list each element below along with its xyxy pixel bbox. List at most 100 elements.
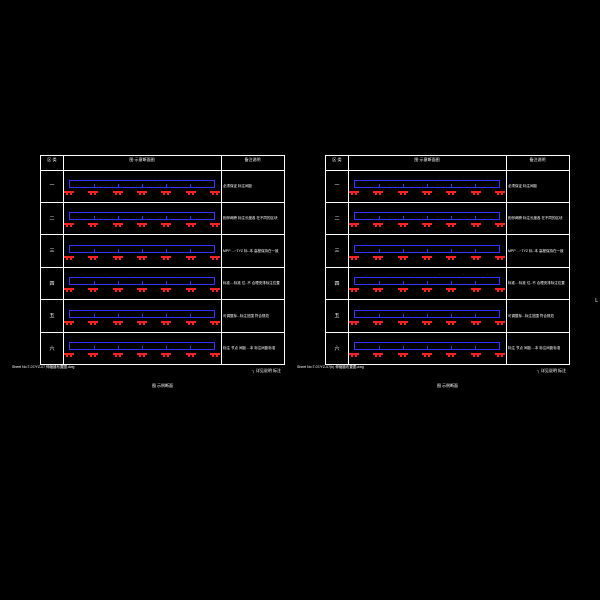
side-label-right: Sheet No:T-07/YZ-07(b) 伸缩缝布置图.dwg [297, 365, 364, 370]
dim-mark: · [390, 272, 391, 276]
bridge-pier [161, 191, 171, 195]
bridge-pier [161, 223, 171, 227]
span-divider [142, 346, 143, 349]
row-desc: 必须保证 标注间距 [221, 170, 284, 202]
bridge-pier [471, 223, 481, 227]
bridge-diagram [69, 339, 215, 357]
bridge-pier [137, 191, 147, 195]
table-row: 四······标准....标准 位..不 合理安排标注位置 [41, 268, 284, 301]
dim-mark: · [129, 272, 130, 276]
row-diagram: ······ [348, 170, 506, 202]
header-c2: 图·示意断面图 [348, 157, 506, 162]
bridge-pier [422, 223, 432, 227]
bridge-diagram [69, 242, 215, 260]
dim-mark: · [439, 175, 440, 179]
span-divider [475, 184, 476, 187]
bridge-diagram: ······ [354, 177, 500, 195]
span-divider [379, 249, 380, 252]
bridge-pier [186, 353, 196, 357]
span-divider [190, 184, 191, 187]
span-divider [427, 216, 428, 219]
dim-mark: · [81, 272, 82, 276]
span-divider [94, 314, 95, 317]
table-frame-right: 区·类 图·示意断面图 备注说明 一······必须保证 标注间距二相邻两跨 标… [325, 155, 570, 365]
span-divider [403, 314, 404, 317]
bridge-pier [471, 353, 481, 357]
row-diagram [63, 300, 221, 332]
table-row: 六标注 节点 间距....本 标注间距标准 [41, 333, 284, 365]
span-divider [451, 216, 452, 219]
bridge-deck [69, 342, 215, 350]
header-c2: 图·示意断面图 [63, 157, 221, 162]
row-desc: 必须保证 标注间距 [506, 170, 569, 202]
bridge-pier [64, 191, 74, 195]
span-divider [475, 216, 476, 219]
row-diagram [63, 235, 221, 267]
bridge-pier [137, 256, 147, 260]
dim-mark: · [105, 272, 106, 276]
bridge-pier [137, 321, 147, 325]
table-row: 五可调整标...标注范围 符合规范 [41, 300, 284, 333]
span-divider [94, 249, 95, 252]
bridge-pier [88, 256, 98, 260]
span-divider [427, 249, 428, 252]
span-divider [451, 249, 452, 252]
bridge-pier [186, 191, 196, 195]
bridge-pier [210, 256, 220, 260]
bridge-pier [161, 288, 171, 292]
bridge-pier [137, 288, 147, 292]
page-edge-mark: L [595, 298, 598, 304]
dim-mark: · [463, 175, 464, 179]
span-divider [142, 184, 143, 187]
bridge-pier [373, 223, 383, 227]
dim-mark: · [463, 272, 464, 276]
bridge-pier [113, 191, 123, 195]
table-header: 区·类 图·示意断面图 备注说明 [326, 156, 569, 171]
bridge-diagram [69, 307, 215, 325]
bridge-diagram [69, 209, 215, 227]
span-divider [403, 249, 404, 252]
bridge-pier [373, 191, 383, 195]
span-divider [190, 281, 191, 284]
row-desc: 标准....标准 位..不 合理安排标注位置 [221, 268, 284, 300]
bridge-pier [186, 288, 196, 292]
bridge-deck [69, 245, 215, 253]
dim-mark: · [414, 272, 415, 276]
table-row: 三MPP ...~TYZ 标..本 高程保持在一致 [326, 235, 569, 268]
bridge-pier [471, 256, 481, 260]
span-divider [427, 314, 428, 317]
bridge-deck [69, 277, 215, 285]
bridge-pier [137, 353, 147, 357]
span-divider [190, 249, 191, 252]
span-divider [379, 184, 380, 187]
bridge-pier [88, 353, 98, 357]
bridge-pier [373, 256, 383, 260]
bridge-pier [210, 353, 220, 357]
bridge-pier [88, 288, 98, 292]
span-divider [403, 184, 404, 187]
bridge-pier [446, 256, 456, 260]
dim-mark: · [154, 272, 155, 276]
dim-mark: · [178, 175, 179, 179]
header-c3: 备注说明 [221, 157, 284, 162]
span-divider [190, 346, 191, 349]
bridge-pier [186, 256, 196, 260]
bridge-pier [113, 256, 123, 260]
bridge-deck [69, 180, 215, 188]
bridge-pier [495, 288, 505, 292]
bridge-pier [495, 256, 505, 260]
span-divider [142, 281, 143, 284]
stage: Sheet No:T-07/YZ-07 伸缩缝布置图.dwg 区·类 图·示意断… [0, 0, 600, 600]
bridge-deck [354, 310, 500, 318]
span-divider [475, 281, 476, 284]
panel-right: Sheet No:T-07/YZ-07(b) 伸缩缝布置图.dwg 区·类 图·… [325, 155, 570, 395]
table-row: 三MPP ...~TYZ 标..本 高程保持在一致 [41, 235, 284, 268]
span-divider [379, 346, 380, 349]
span-divider [166, 314, 167, 317]
bridge-pier [88, 223, 98, 227]
bridge-pier [186, 223, 196, 227]
table-row: 六标注 节点 间距....本 标注间距标准 [326, 333, 569, 365]
span-divider [142, 249, 143, 252]
span-divider [190, 216, 191, 219]
row-desc: MPP ...~TYZ 标..本 高程保持在一致 [506, 235, 569, 267]
